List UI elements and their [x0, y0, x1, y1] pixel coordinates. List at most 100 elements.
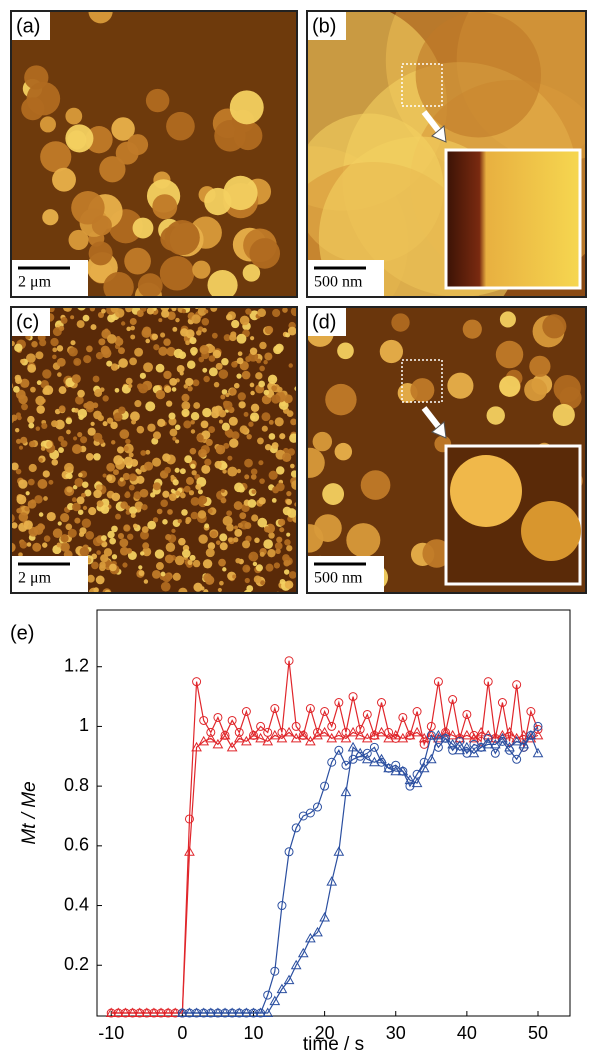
particle — [99, 562, 106, 569]
particle — [220, 542, 228, 550]
particle — [254, 538, 259, 543]
particle — [58, 447, 64, 453]
particle — [279, 527, 284, 532]
particle — [219, 581, 224, 586]
scale-label: 2 μm — [18, 274, 52, 291]
particle — [26, 491, 30, 495]
particle — [272, 442, 279, 449]
particle — [261, 412, 270, 421]
particle — [120, 477, 124, 481]
particle — [230, 90, 264, 124]
particle — [133, 218, 154, 239]
particle — [248, 552, 258, 562]
particle — [186, 477, 194, 485]
particle — [226, 524, 234, 532]
particle — [259, 366, 265, 372]
particle — [43, 496, 48, 501]
particle — [11, 522, 17, 528]
particle — [137, 383, 143, 389]
particle — [210, 305, 217, 312]
particle — [260, 552, 265, 557]
particle — [162, 453, 170, 461]
particle — [181, 509, 188, 516]
particle — [80, 436, 87, 443]
particle — [227, 456, 232, 461]
particle — [165, 554, 174, 563]
particle — [119, 538, 128, 547]
particle — [88, 507, 96, 515]
particle — [198, 495, 207, 504]
particle — [262, 426, 268, 432]
particle — [153, 344, 159, 350]
particle — [145, 450, 150, 455]
particle — [86, 346, 93, 353]
particle — [68, 347, 77, 356]
panel-label: (e) — [10, 622, 34, 644]
particle — [66, 430, 71, 435]
particle — [72, 444, 82, 454]
particle — [256, 564, 263, 571]
particle — [221, 498, 227, 504]
particle — [93, 376, 100, 383]
particle — [272, 309, 280, 317]
particle — [201, 421, 209, 429]
particle — [256, 359, 261, 364]
particle — [198, 489, 203, 494]
particle — [113, 455, 123, 465]
particle — [61, 317, 68, 324]
particle — [163, 371, 171, 379]
particle — [125, 491, 130, 496]
particle — [271, 385, 277, 391]
particle — [17, 415, 22, 420]
particle — [269, 471, 278, 480]
x-tick-label: 10 — [243, 1023, 263, 1043]
particle — [160, 332, 165, 337]
particle — [259, 478, 265, 484]
particle — [47, 512, 56, 521]
particle — [43, 470, 50, 477]
particle — [264, 526, 270, 532]
particle — [181, 401, 190, 410]
particle — [158, 318, 162, 322]
particle — [218, 588, 222, 592]
particle — [121, 321, 125, 325]
particle — [196, 330, 201, 335]
particle — [168, 412, 175, 419]
particle — [137, 426, 145, 434]
particle — [242, 540, 250, 548]
particle — [116, 142, 139, 165]
particle — [165, 220, 200, 255]
particle — [123, 446, 128, 451]
particle — [145, 339, 150, 344]
particle — [220, 394, 225, 399]
particle — [166, 400, 172, 406]
particle — [46, 441, 53, 448]
particle — [325, 384, 356, 415]
particle — [190, 347, 198, 355]
particle — [290, 419, 297, 426]
particle — [154, 483, 159, 488]
particle — [166, 112, 195, 141]
particle — [16, 508, 21, 513]
particle — [240, 425, 248, 433]
particle — [48, 480, 53, 485]
particle — [242, 371, 251, 380]
particle — [277, 387, 283, 393]
particle — [487, 406, 505, 424]
particle — [66, 418, 73, 425]
particle — [100, 554, 108, 562]
particle — [276, 483, 285, 492]
particle — [185, 340, 190, 345]
particle — [263, 360, 267, 364]
particle — [142, 542, 149, 549]
particle — [122, 562, 127, 567]
x-tick-label: -10 — [98, 1023, 124, 1043]
particle — [226, 430, 234, 438]
particle — [20, 541, 28, 549]
particle — [71, 191, 104, 224]
particle — [69, 230, 89, 250]
particle — [182, 394, 190, 402]
particle — [59, 326, 64, 331]
particle — [287, 410, 294, 417]
scale-label: 500 nm — [314, 570, 363, 587]
